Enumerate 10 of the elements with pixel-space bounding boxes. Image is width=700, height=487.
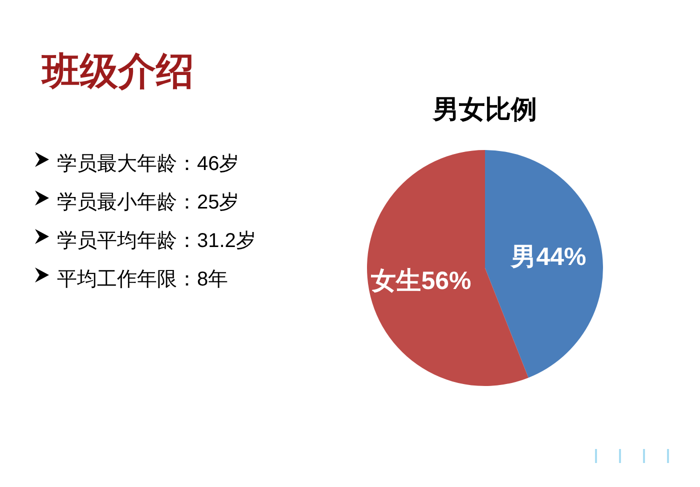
slice-label: 男 xyxy=(510,242,536,271)
text: 学员最大年龄：46岁 xyxy=(57,153,240,175)
text: 班级介绍 xyxy=(40,51,194,93)
data-label: 56% xyxy=(421,267,472,296)
text: 学员平均年龄：31.2岁 xyxy=(57,230,256,252)
chart-title: 男女比例 xyxy=(432,94,537,124)
text: 学员最小年龄：25岁 xyxy=(57,192,240,214)
data-label: 44% xyxy=(536,242,586,271)
text: 平均工作年限：8年 xyxy=(57,268,228,290)
slice-label: 女生 xyxy=(370,267,422,296)
